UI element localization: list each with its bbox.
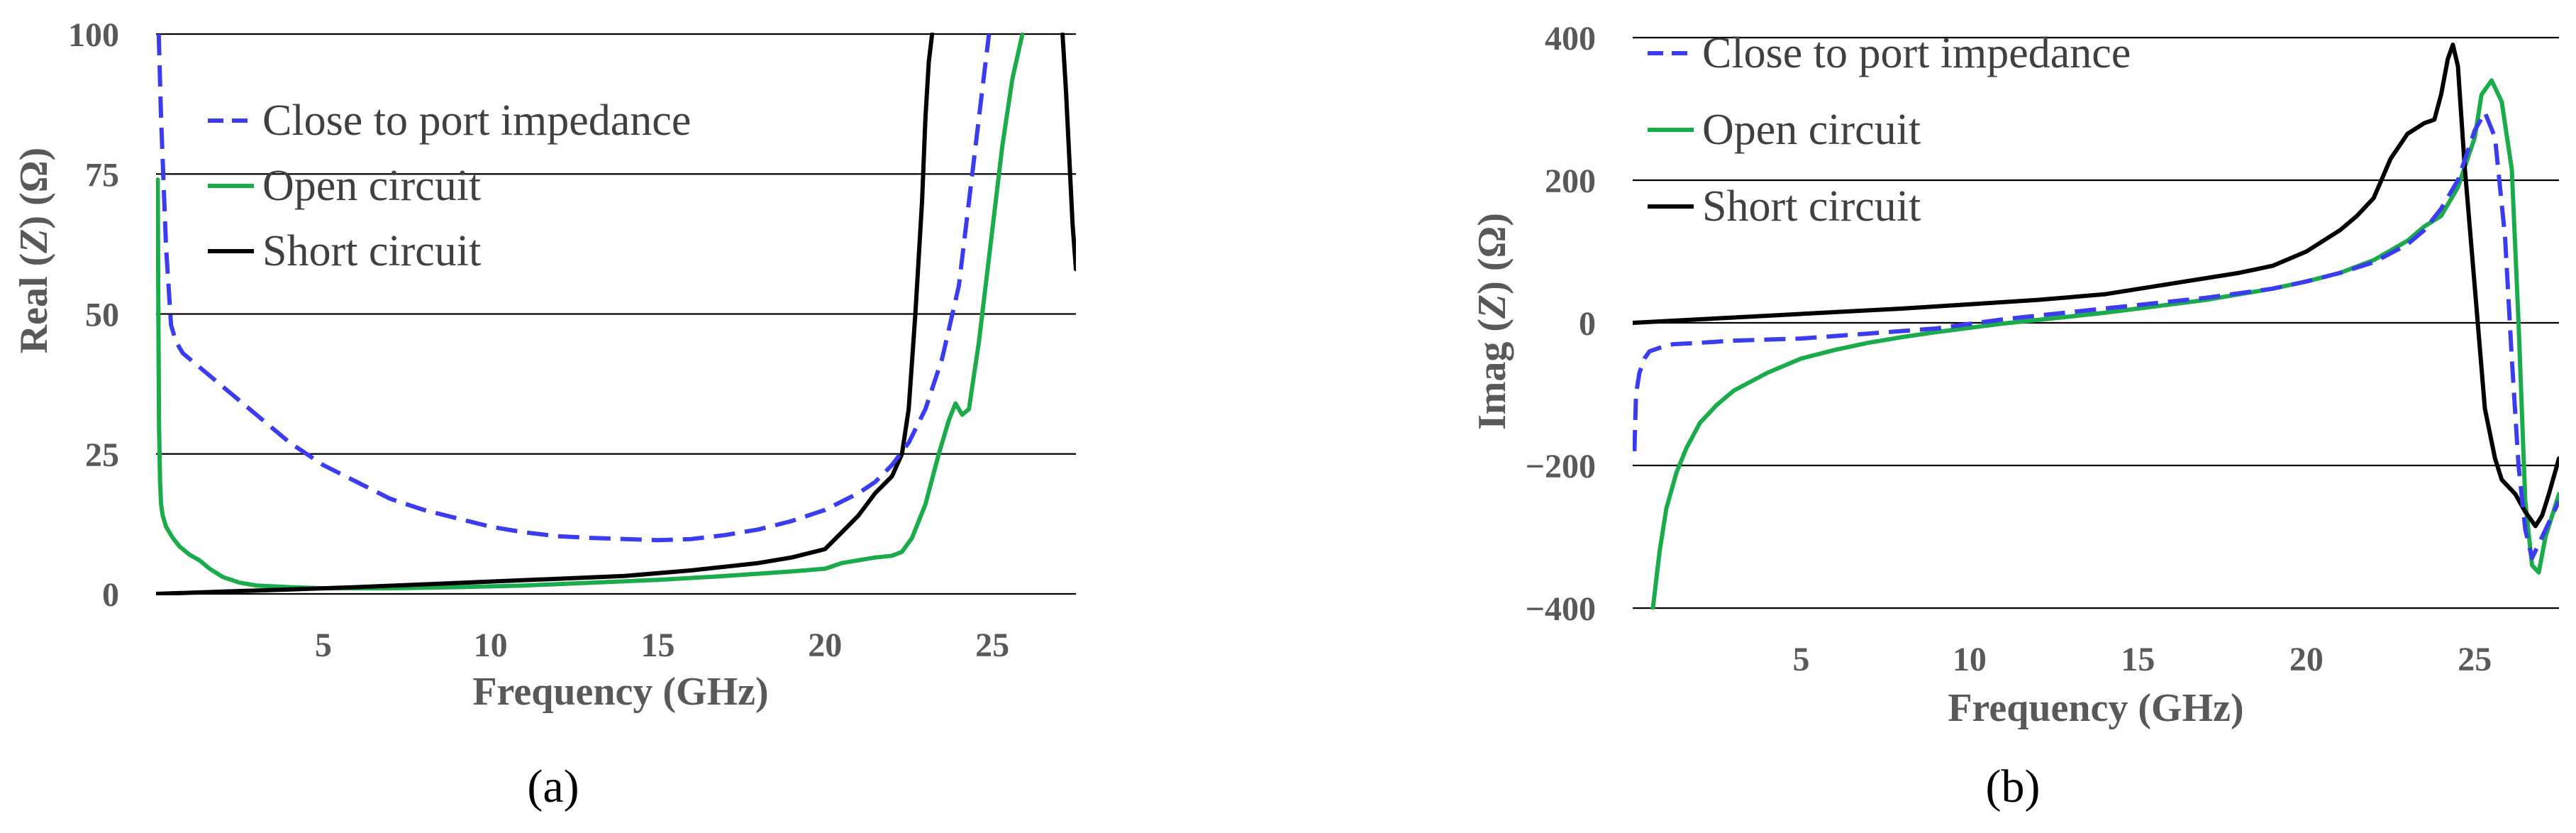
y-tick-label: 0 [102,576,119,614]
y-tick-label: 25 [85,436,119,474]
x-tick-label: 20 [808,627,842,664]
x-tick-label: 15 [2121,641,2155,678]
chart-a-series [156,33,1076,595]
chart-b-x-axis-label: Frequency (GHz) [1948,686,2243,730]
chart-panel-a: 0 25 50 75 100 5 10 15 20 25 Real (Z) (Ω) Freque… [12,16,1076,812]
chart-a-x-tick-labels: 5 10 15 20 25 [315,627,1009,664]
y-tick-label: 200 [1545,162,1596,200]
series-line-short-circuit [156,33,1076,595]
x-tick-label: 20 [2289,641,2324,678]
legend-label: Short circuit [262,227,481,275]
panel-label-b: (b) [1986,761,2041,812]
legend-label: Short circuit [1702,182,1921,231]
legend-label: Close to port impedance [262,96,691,145]
chart-a-legend: Close to port impedance Open circuit Short… [208,96,691,275]
x-tick-label: 25 [975,627,1009,664]
chart-a-y-tick-labels: 0 25 50 75 100 [68,16,119,614]
x-tick-label: 5 [315,627,332,664]
series-line-short-circuit [1633,43,2559,529]
series-line-close-to-port-impedance [1633,110,2559,561]
series-line-close-to-port-impedance [156,33,992,543]
y-tick-label: 50 [85,297,119,334]
y-tick-label: 75 [85,156,119,194]
series-line-open-circuit [1650,78,2559,609]
y-tick-label: 0 [1579,305,1596,343]
x-tick-label: 5 [1792,641,1809,678]
chart-b-y-tick-labels: 400 200 0 −200 −400 [1526,20,1596,628]
chart-b-gridlines [1633,36,2559,609]
legend-label: Close to port impedance [1702,29,2131,77]
chart-a-y-axis-label: Real (Z) (Ω) [12,148,56,354]
y-tick-label: −200 [1526,448,1596,485]
legend-label: Open circuit [262,162,481,210]
x-tick-label: 10 [1953,641,1987,678]
chart-a-x-axis-label: Frequency (GHz) [472,670,768,714]
y-tick-label: −400 [1526,590,1596,628]
chart-b-y-axis-label: Imag (Z) (Ω) [1470,213,1514,430]
chart-panel-b: 400 200 0 −200 −400 5 10 15 20 25 Imag (Z) (Ω) F… [1470,20,2559,812]
chart-b-series [1633,43,2559,609]
x-tick-label: 10 [474,627,508,664]
x-tick-label: 15 [640,627,674,664]
series-line-open-circuit [156,33,1025,591]
panel-label-a: (a) [527,761,579,812]
chart-b-legend: Close to port impedance Open circuit Short… [1648,29,2131,231]
x-tick-label: 25 [2458,641,2492,678]
legend-label: Open circuit [1702,106,1921,154]
y-tick-label: 100 [68,16,119,54]
y-tick-label: 400 [1545,20,1596,57]
chart-b-x-tick-labels: 5 10 15 20 25 [1792,641,2492,678]
